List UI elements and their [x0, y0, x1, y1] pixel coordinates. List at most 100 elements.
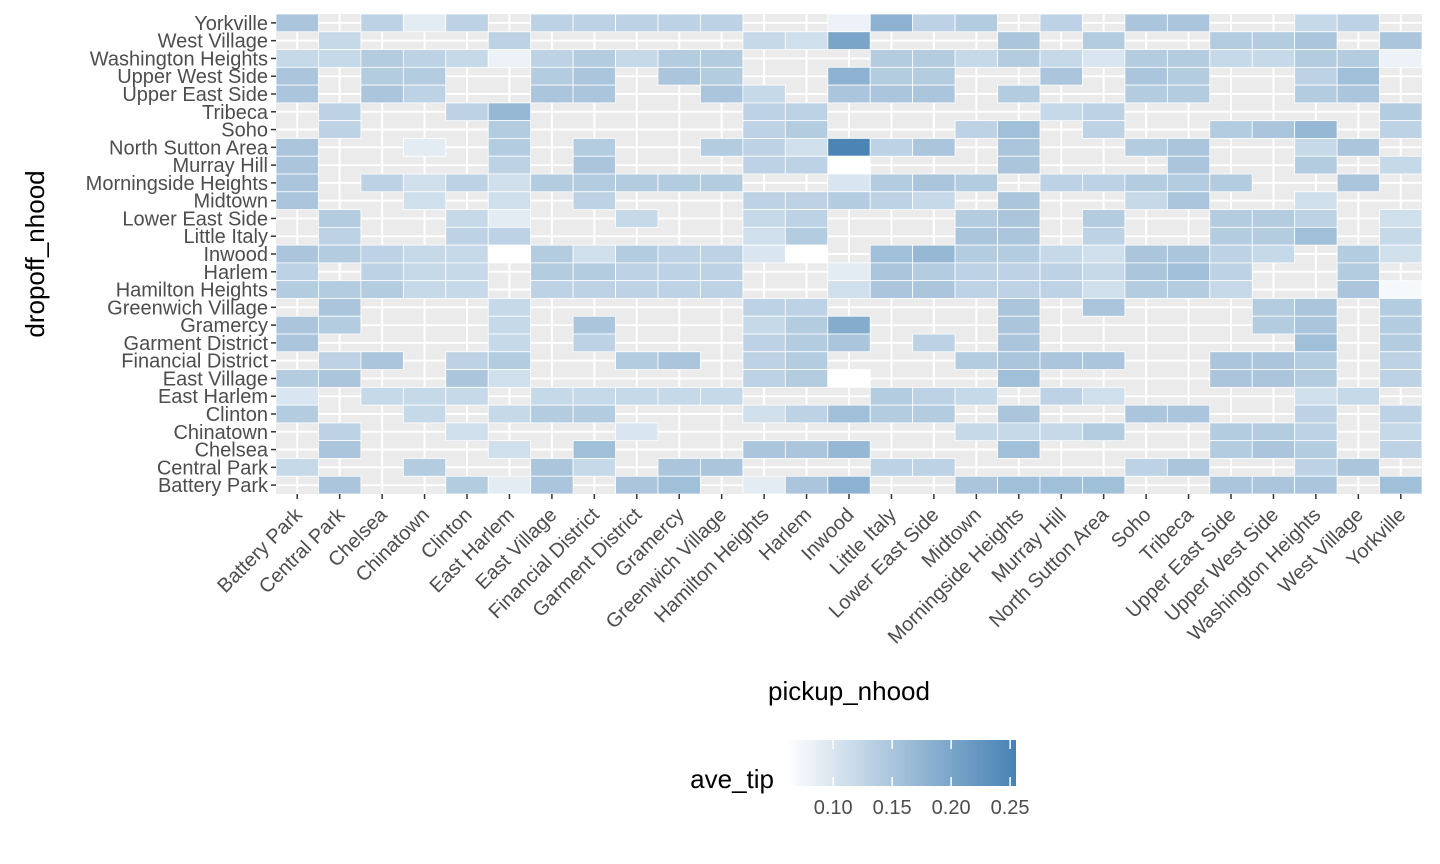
heatmap-cell [1166, 155, 1211, 175]
heatmap-cell [1124, 404, 1168, 424]
heatmap-cell [1336, 244, 1380, 264]
heatmap-cell [360, 66, 404, 86]
y-tick-label: Upper East Side [122, 84, 268, 106]
heatmap-cell [827, 155, 871, 175]
y-tick-label: Little Italy [184, 226, 268, 248]
heatmap-cell [954, 386, 998, 406]
heatmap-cell [318, 49, 362, 68]
heatmap-cell [1166, 173, 1211, 193]
y-tick-label: Lower East Side [122, 208, 268, 230]
heatmap-cell [530, 458, 574, 477]
heatmap-cell [1124, 173, 1168, 193]
heatmap-cell [445, 351, 489, 370]
heatmap-cell [402, 13, 447, 33]
heatmap-cell [445, 102, 489, 122]
heatmap-cell [318, 102, 362, 122]
heatmap-cell [445, 422, 489, 442]
heatmap-cell [318, 209, 362, 228]
heatmap-cell [1294, 13, 1338, 33]
heatmap-cell [700, 262, 744, 282]
heatmap-cell [615, 386, 659, 406]
heatmap-cell [275, 262, 319, 282]
heatmap-cell [275, 155, 319, 175]
heatmap-cell [487, 209, 532, 228]
heatmap-cell [997, 404, 1041, 424]
heatmap-cell [445, 49, 489, 68]
heatmap-cell [487, 173, 532, 193]
heatmap-cell [997, 262, 1041, 282]
heatmap-cell [869, 13, 914, 33]
heatmap-cell [1166, 84, 1211, 104]
heatmap-cell [1082, 102, 1126, 122]
heatmap-cell [1379, 49, 1423, 68]
heatmap-cell [1294, 84, 1338, 104]
heatmap-cell [318, 315, 362, 335]
heatmap-cell [402, 191, 447, 210]
heatmap-cell [954, 475, 998, 495]
heatmap-cell [1294, 315, 1338, 335]
heatmap-cell [657, 262, 701, 282]
heatmap-cell [1294, 298, 1338, 317]
heatmap-cell [1209, 475, 1253, 495]
heatmap-cell [360, 386, 404, 406]
heatmap-cell [1039, 351, 1083, 370]
y-tick-label: Yorkville [194, 13, 268, 35]
heatmap-cell [997, 475, 1041, 495]
heatmap-cell [742, 404, 786, 424]
heatmap-cell [615, 209, 659, 228]
heatmap-cell [1082, 209, 1126, 228]
heatmap-cell [827, 138, 871, 157]
heatmap-cell [742, 191, 786, 210]
heatmap-cell [360, 13, 404, 33]
heatmap-cell [997, 244, 1041, 264]
y-tick-label: Tribeca [202, 102, 269, 124]
heatmap-cell [784, 120, 829, 139]
heatmap-cell [275, 49, 319, 68]
heatmap-cell [700, 66, 744, 86]
heatmap-cell [700, 386, 744, 406]
heatmap-cell [657, 244, 701, 264]
heatmap-cell [572, 84, 616, 104]
heatmap-cell [572, 315, 616, 335]
legend-tick-label: 0.15 [873, 797, 912, 819]
x-axis-title: pickup_nhood [768, 676, 930, 706]
heatmap-cell [997, 333, 1041, 353]
heatmap-cell [572, 66, 616, 86]
heatmap-cell [487, 315, 532, 335]
heatmap-cell [1251, 298, 1296, 317]
heatmap-cell [1166, 13, 1211, 33]
heatmap-cell [445, 209, 489, 228]
heatmap-cell [784, 244, 829, 264]
heatmap-cell [997, 49, 1041, 68]
heatmap-cell [784, 440, 829, 459]
heatmap-cell [997, 351, 1041, 370]
heatmap-cell [1166, 262, 1211, 282]
heatmap-cell [275, 13, 319, 33]
heatmap-cell [954, 120, 998, 139]
heatmap-cell [997, 226, 1041, 246]
heatmap-cell [572, 244, 616, 264]
heatmap-cell [700, 138, 744, 157]
heatmap-cell [1379, 369, 1423, 388]
heatmap-cell [954, 13, 998, 33]
heatmap-cell [1336, 138, 1380, 157]
heatmap-cell [445, 369, 489, 388]
heatmap-cell [1379, 404, 1423, 424]
heatmap-cell [912, 138, 956, 157]
heatmap-cell [615, 422, 659, 442]
heatmap-cell [360, 173, 404, 193]
heatmap-cell [912, 191, 956, 210]
heatmap-cell [1166, 191, 1211, 210]
heatmap-cell [869, 458, 914, 477]
heatmap-cell [530, 84, 574, 104]
heatmap-cell [869, 173, 914, 193]
heatmap-cell [615, 13, 659, 33]
heatmap-cell [1336, 13, 1380, 33]
heatmap-cell [1336, 280, 1380, 299]
heatmap-cell [997, 84, 1041, 104]
y-tick-label: Upper West Side [117, 66, 268, 88]
heatmap-cell [1039, 475, 1083, 495]
heatmap-cell [954, 209, 998, 228]
heatmap-cell [742, 351, 786, 370]
heatmap-cell [657, 475, 701, 495]
